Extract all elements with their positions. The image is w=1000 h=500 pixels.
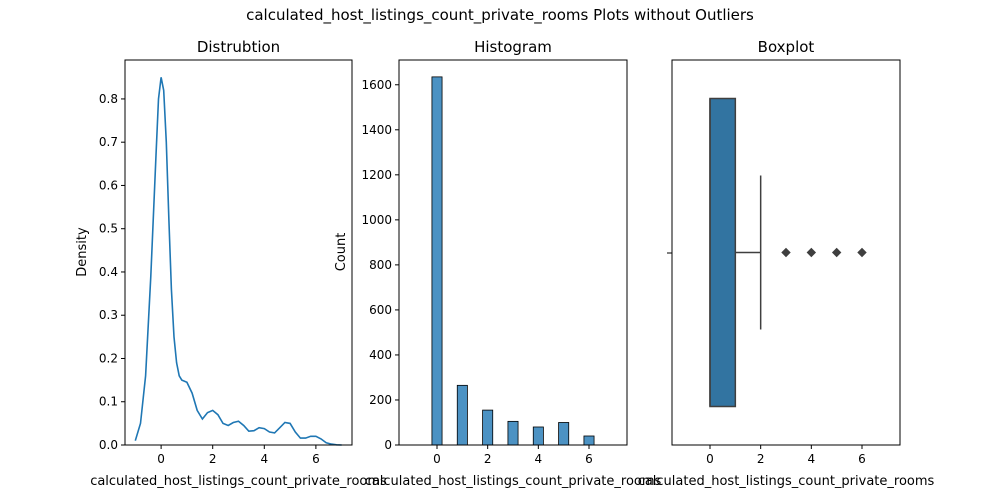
x-tick-label: 2 (484, 452, 492, 466)
histogram-title: Histogram (474, 38, 552, 56)
y-tick-label: 1600 (361, 78, 392, 92)
x-tick-label: 2 (209, 452, 217, 466)
boxplot-outlier (831, 247, 842, 258)
boxplot-axes-frame (671, 59, 901, 446)
histogram-panel: Histogram calculated_host_listings_count… (334, 38, 662, 489)
x-tick-label: 2 (757, 452, 765, 466)
boxplot-xlabel: calculated_host_listings_count_private_r… (638, 474, 935, 489)
x-tick-label: 4 (260, 452, 268, 466)
y-tick-label: 400 (369, 348, 392, 362)
y-tick-label: 1200 (361, 168, 392, 182)
histogram-bar (456, 384, 468, 446)
y-tick-label: 0.0 (99, 438, 118, 452)
y-tick-label: 0.4 (99, 265, 118, 279)
density-line (134, 77, 342, 446)
histogram-bar (583, 435, 595, 446)
histogram-bar (532, 426, 544, 446)
x-tick-label: 0 (433, 452, 441, 466)
x-tick-label: 6 (858, 452, 866, 466)
x-tick-label: 4 (535, 452, 543, 466)
distribution-axes-frame (124, 59, 353, 446)
histogram-axes-frame (398, 59, 628, 446)
x-tick-label: 6 (585, 452, 593, 466)
boxplot-title: Boxplot (758, 38, 815, 56)
y-tick-label: 1400 (361, 123, 392, 137)
distribution-ylabel: Density (75, 227, 90, 277)
histogram-bar (482, 409, 494, 446)
histogram-bar (507, 420, 519, 446)
x-tick-label: 6 (312, 452, 320, 466)
y-tick-label: 0.1 (99, 395, 118, 409)
boxplot-outlier (806, 247, 817, 258)
y-tick-label: 800 (369, 258, 392, 272)
y-tick-label: 600 (369, 303, 392, 317)
y-tick-label: 0.3 (99, 308, 118, 322)
distribution-panel: Distrubtion calculated_host_listings_cou… (75, 38, 387, 489)
x-tick-label: 4 (808, 452, 816, 466)
y-tick-label: 0.7 (99, 135, 118, 149)
y-tick-label: 1000 (361, 213, 392, 227)
x-tick-label: 0 (706, 452, 714, 466)
y-tick-label: 0.6 (99, 178, 118, 192)
histogram-bar (558, 422, 570, 446)
x-tick-label: 0 (157, 452, 165, 466)
y-tick-label: 0.8 (99, 92, 118, 106)
histogram-ylabel: Count (334, 233, 349, 272)
y-tick-label: 200 (369, 393, 392, 407)
distribution-xlabel: calculated_host_listings_count_private_r… (90, 474, 387, 489)
distribution-title: Distrubtion (197, 38, 280, 56)
y-tick-label: 0 (384, 438, 392, 452)
boxplot-outlier (857, 247, 867, 258)
boxplot-panel: Boxplot calculated_host_listings_count_p… (638, 38, 935, 489)
figure-title: calculated_host_listings_count_private_r… (246, 6, 754, 24)
histogram-xlabel: calculated_host_listings_count_private_r… (365, 474, 662, 489)
y-tick-label: 0.5 (99, 222, 118, 236)
boxplot-box (709, 97, 737, 408)
histogram-bar (431, 76, 443, 446)
boxplot-outlier (781, 247, 791, 258)
y-tick-label: 0.2 (99, 351, 118, 365)
